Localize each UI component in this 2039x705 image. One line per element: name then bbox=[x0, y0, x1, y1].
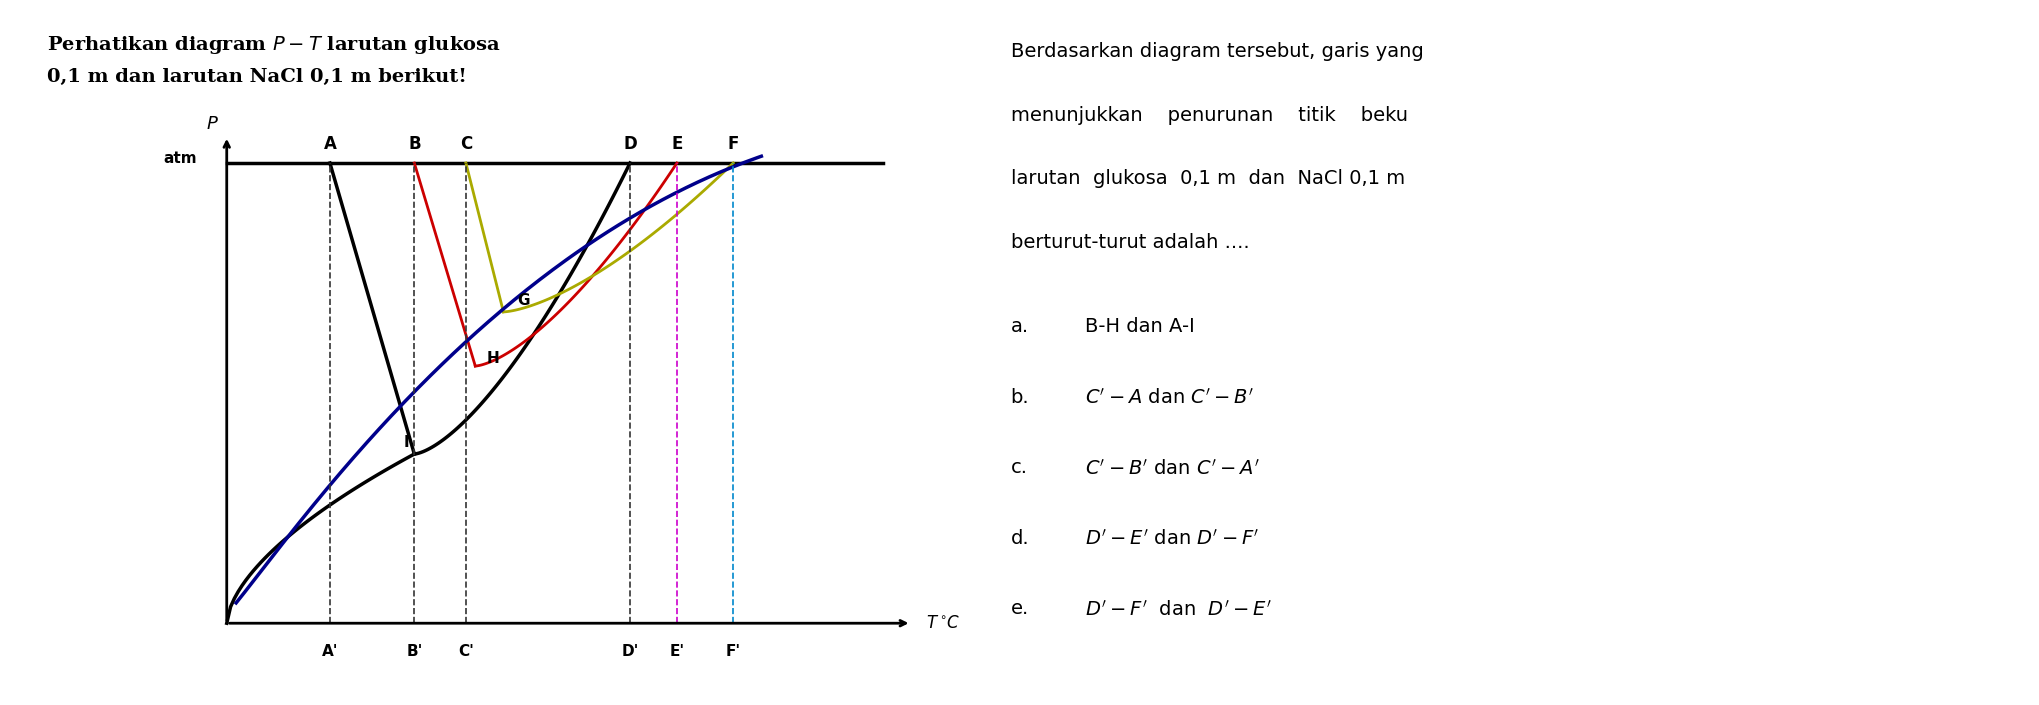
Text: d.: d. bbox=[1011, 529, 1030, 548]
Text: D': D' bbox=[622, 644, 638, 658]
Text: larutan  glukosa  0,1 m  dan  NaCl 0,1 m: larutan glukosa 0,1 m dan NaCl 0,1 m bbox=[1011, 169, 1405, 188]
Text: $T\,^{\circ}$C: $T\,^{\circ}$C bbox=[926, 614, 960, 632]
Text: a.: a. bbox=[1011, 317, 1028, 336]
Text: H: H bbox=[487, 350, 500, 366]
Text: menunjukkan    penurunan    titik    beku: menunjukkan penurunan titik beku bbox=[1011, 106, 1407, 125]
Text: E': E' bbox=[669, 644, 685, 658]
Text: c.: c. bbox=[1011, 458, 1028, 477]
Text: $D' - E'$ dan $D' - F'$: $D' - E'$ dan $D' - F'$ bbox=[1085, 529, 1258, 548]
Text: B': B' bbox=[406, 644, 422, 658]
Text: $P$: $P$ bbox=[206, 114, 218, 133]
Text: C': C' bbox=[459, 644, 473, 658]
Text: B: B bbox=[408, 135, 420, 153]
Text: berturut-turut adalah ....: berturut-turut adalah .... bbox=[1011, 233, 1250, 252]
Text: e.: e. bbox=[1011, 599, 1030, 618]
Text: F: F bbox=[728, 135, 738, 153]
Text: Berdasarkan diagram tersebut, garis yang: Berdasarkan diagram tersebut, garis yang bbox=[1011, 42, 1423, 61]
Text: A': A' bbox=[322, 644, 338, 658]
Text: C: C bbox=[459, 135, 473, 153]
Text: E: E bbox=[671, 135, 683, 153]
Text: Perhatikan diagram $P - T$ larutan glukosa: Perhatikan diagram $P - T$ larutan gluko… bbox=[47, 35, 500, 56]
Text: $C' - B'$ dan $C' - A'$: $C' - B'$ dan $C' - A'$ bbox=[1085, 458, 1260, 478]
Text: F': F' bbox=[726, 644, 740, 658]
Text: A: A bbox=[324, 135, 336, 153]
Text: D: D bbox=[624, 135, 636, 153]
Text: B-H dan A-I: B-H dan A-I bbox=[1085, 317, 1195, 336]
Text: I: I bbox=[404, 435, 410, 450]
Text: G: G bbox=[518, 293, 530, 308]
Text: 0,1 m dan larutan NaCl 0,1 m berikut!: 0,1 m dan larutan NaCl 0,1 m berikut! bbox=[47, 68, 467, 86]
Text: atm: atm bbox=[163, 151, 196, 166]
Text: $D' - F'$  dan  $D' - E'$: $D' - F'$ dan $D' - E'$ bbox=[1085, 599, 1272, 619]
Text: $C' - A$ dan $C' - B'$: $C' - A$ dan $C' - B'$ bbox=[1085, 388, 1254, 407]
Text: b.: b. bbox=[1011, 388, 1030, 407]
